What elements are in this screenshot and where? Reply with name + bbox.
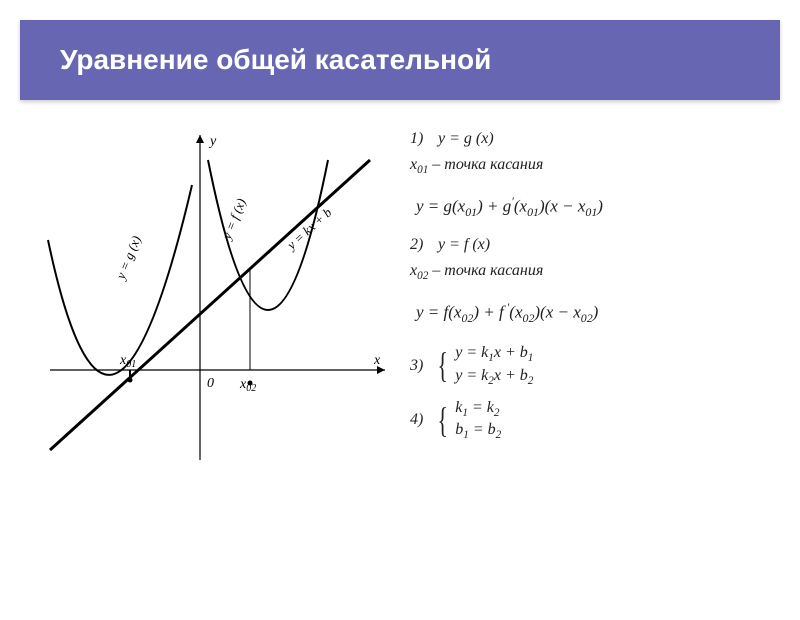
x-axis-label: x	[373, 353, 381, 368]
step4-line1: k1 = k2	[455, 399, 501, 419]
tangent-chart: 0 x y x01 x02 y = g (x) y = f (x) y = kx…	[30, 120, 390, 480]
brace-icon: {	[437, 404, 447, 436]
step2-point: x02 – точка касания	[410, 262, 770, 282]
brace-icon: {	[437, 349, 447, 381]
step3: 3) { y = k1x + b1 y = k2x + b2	[410, 342, 770, 388]
step3-line1: y = k1x + b1	[455, 344, 533, 364]
step1-num: 1)	[410, 130, 434, 148]
title-header: Уравнение общей касательной	[20, 20, 780, 100]
f-label: y = f (x)	[218, 196, 249, 243]
step4: 4) { k1 = k2 b1 = b2	[410, 397, 770, 443]
step2-fn: y = f (x)	[438, 236, 490, 253]
step2-num: 2)	[410, 236, 434, 254]
curve-g	[48, 185, 192, 375]
g-label: y = g (x)	[112, 234, 144, 283]
formula2: y = f(x02) + f ′(x02)(x − x02)	[410, 298, 604, 328]
step1: 1) y = g (x)	[410, 130, 770, 148]
chart-svg: 0 x y x01 x02 y = g (x) y = f (x) y = kx…	[30, 120, 390, 480]
x01-dot	[128, 378, 133, 383]
step2: 2) y = f (x)	[410, 236, 770, 254]
step3-line2: y = k2x + b2	[455, 367, 533, 387]
step4-line2: b1 = b2	[455, 421, 501, 441]
step1-point: x01 – точка касания	[410, 156, 770, 176]
formula1: y = g(x01) + g′(x01)(x − x01)	[410, 192, 609, 222]
y-axis-label: y	[208, 134, 217, 149]
step1-fn: y = g (x)	[438, 130, 494, 147]
origin-label: 0	[207, 376, 214, 391]
tangent-line	[50, 160, 370, 450]
content-row: 0 x y x01 x02 y = g (x) y = f (x) y = kx…	[0, 100, 800, 500]
x02-label: x02	[239, 377, 256, 394]
step3-num: 3)	[410, 357, 434, 375]
step4-num: 4)	[410, 411, 434, 429]
tangent-label: y = kx + b	[282, 204, 334, 253]
y-axis-arrow	[196, 135, 204, 143]
page-title: Уравнение общей касательной	[60, 44, 740, 76]
math-steps: 1) y = g (x) x01 – точка касания y = g(x…	[410, 120, 770, 480]
